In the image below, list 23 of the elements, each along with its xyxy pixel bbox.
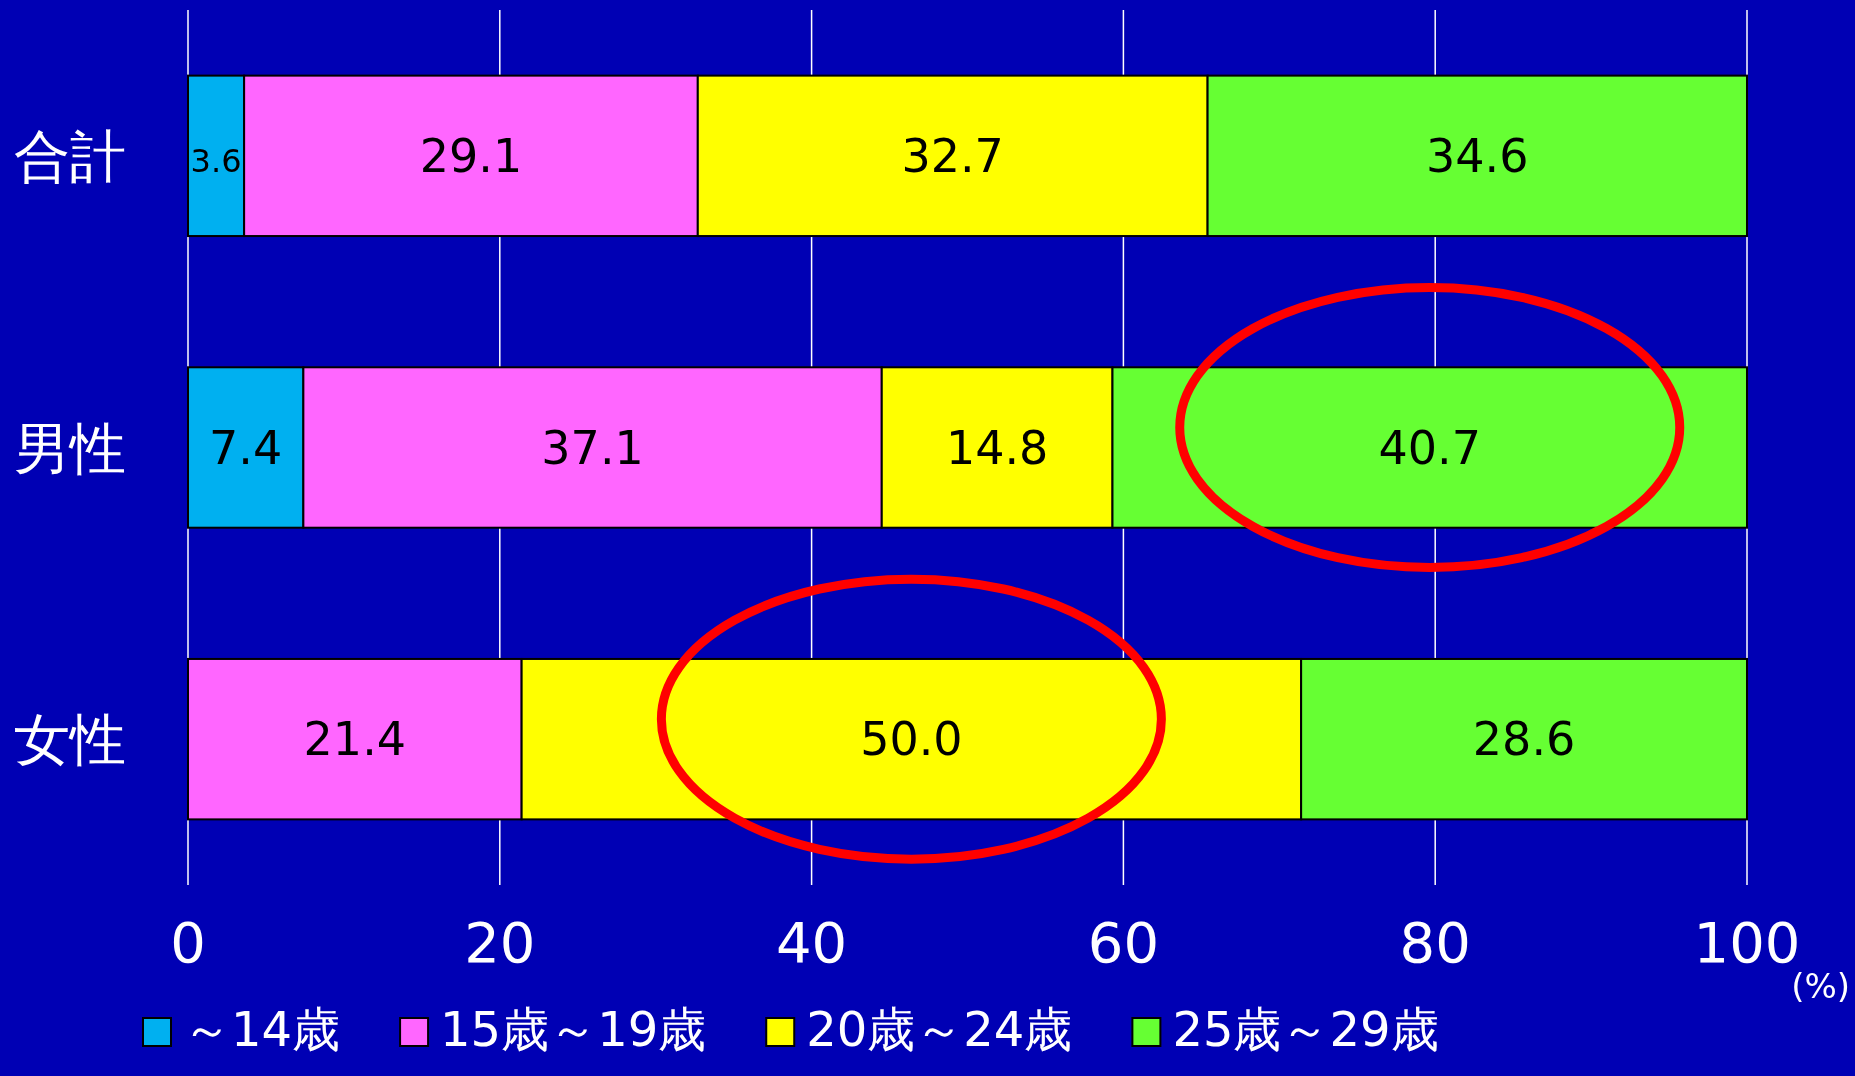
y-tick-label: 男性: [14, 415, 126, 481]
x-tick-label: 20: [464, 910, 536, 975]
y-tick-label: 女性: [14, 707, 126, 773]
data-label: 28.6: [1472, 712, 1576, 767]
x-tick-label: 60: [1087, 910, 1160, 975]
data-label: 40.7: [1378, 420, 1481, 475]
x-tick-label: 0: [170, 910, 206, 975]
data-label: 29.1: [419, 128, 523, 183]
x-tick-label: 80: [1399, 910, 1471, 975]
data-label: 14.8: [945, 420, 1049, 475]
data-label: 50.0: [860, 712, 963, 767]
data-label: 3.6: [190, 141, 242, 180]
y-tick-label: 合計: [14, 123, 126, 189]
data-label: 34.6: [1426, 128, 1529, 183]
data-label: 21.4: [303, 712, 407, 767]
data-label: 32.7: [901, 128, 1004, 183]
legend-label: 20歳～24歳: [806, 1001, 1073, 1057]
legend-label: 25歳～29歳: [1172, 1001, 1439, 1057]
data-label: 37.1: [541, 420, 644, 475]
x-tick-label: 40: [775, 910, 848, 975]
data-label: 7.4: [209, 420, 283, 475]
legend-label: ～14歳: [183, 1001, 341, 1057]
legend-label: 15歳～19歳: [440, 1001, 707, 1057]
